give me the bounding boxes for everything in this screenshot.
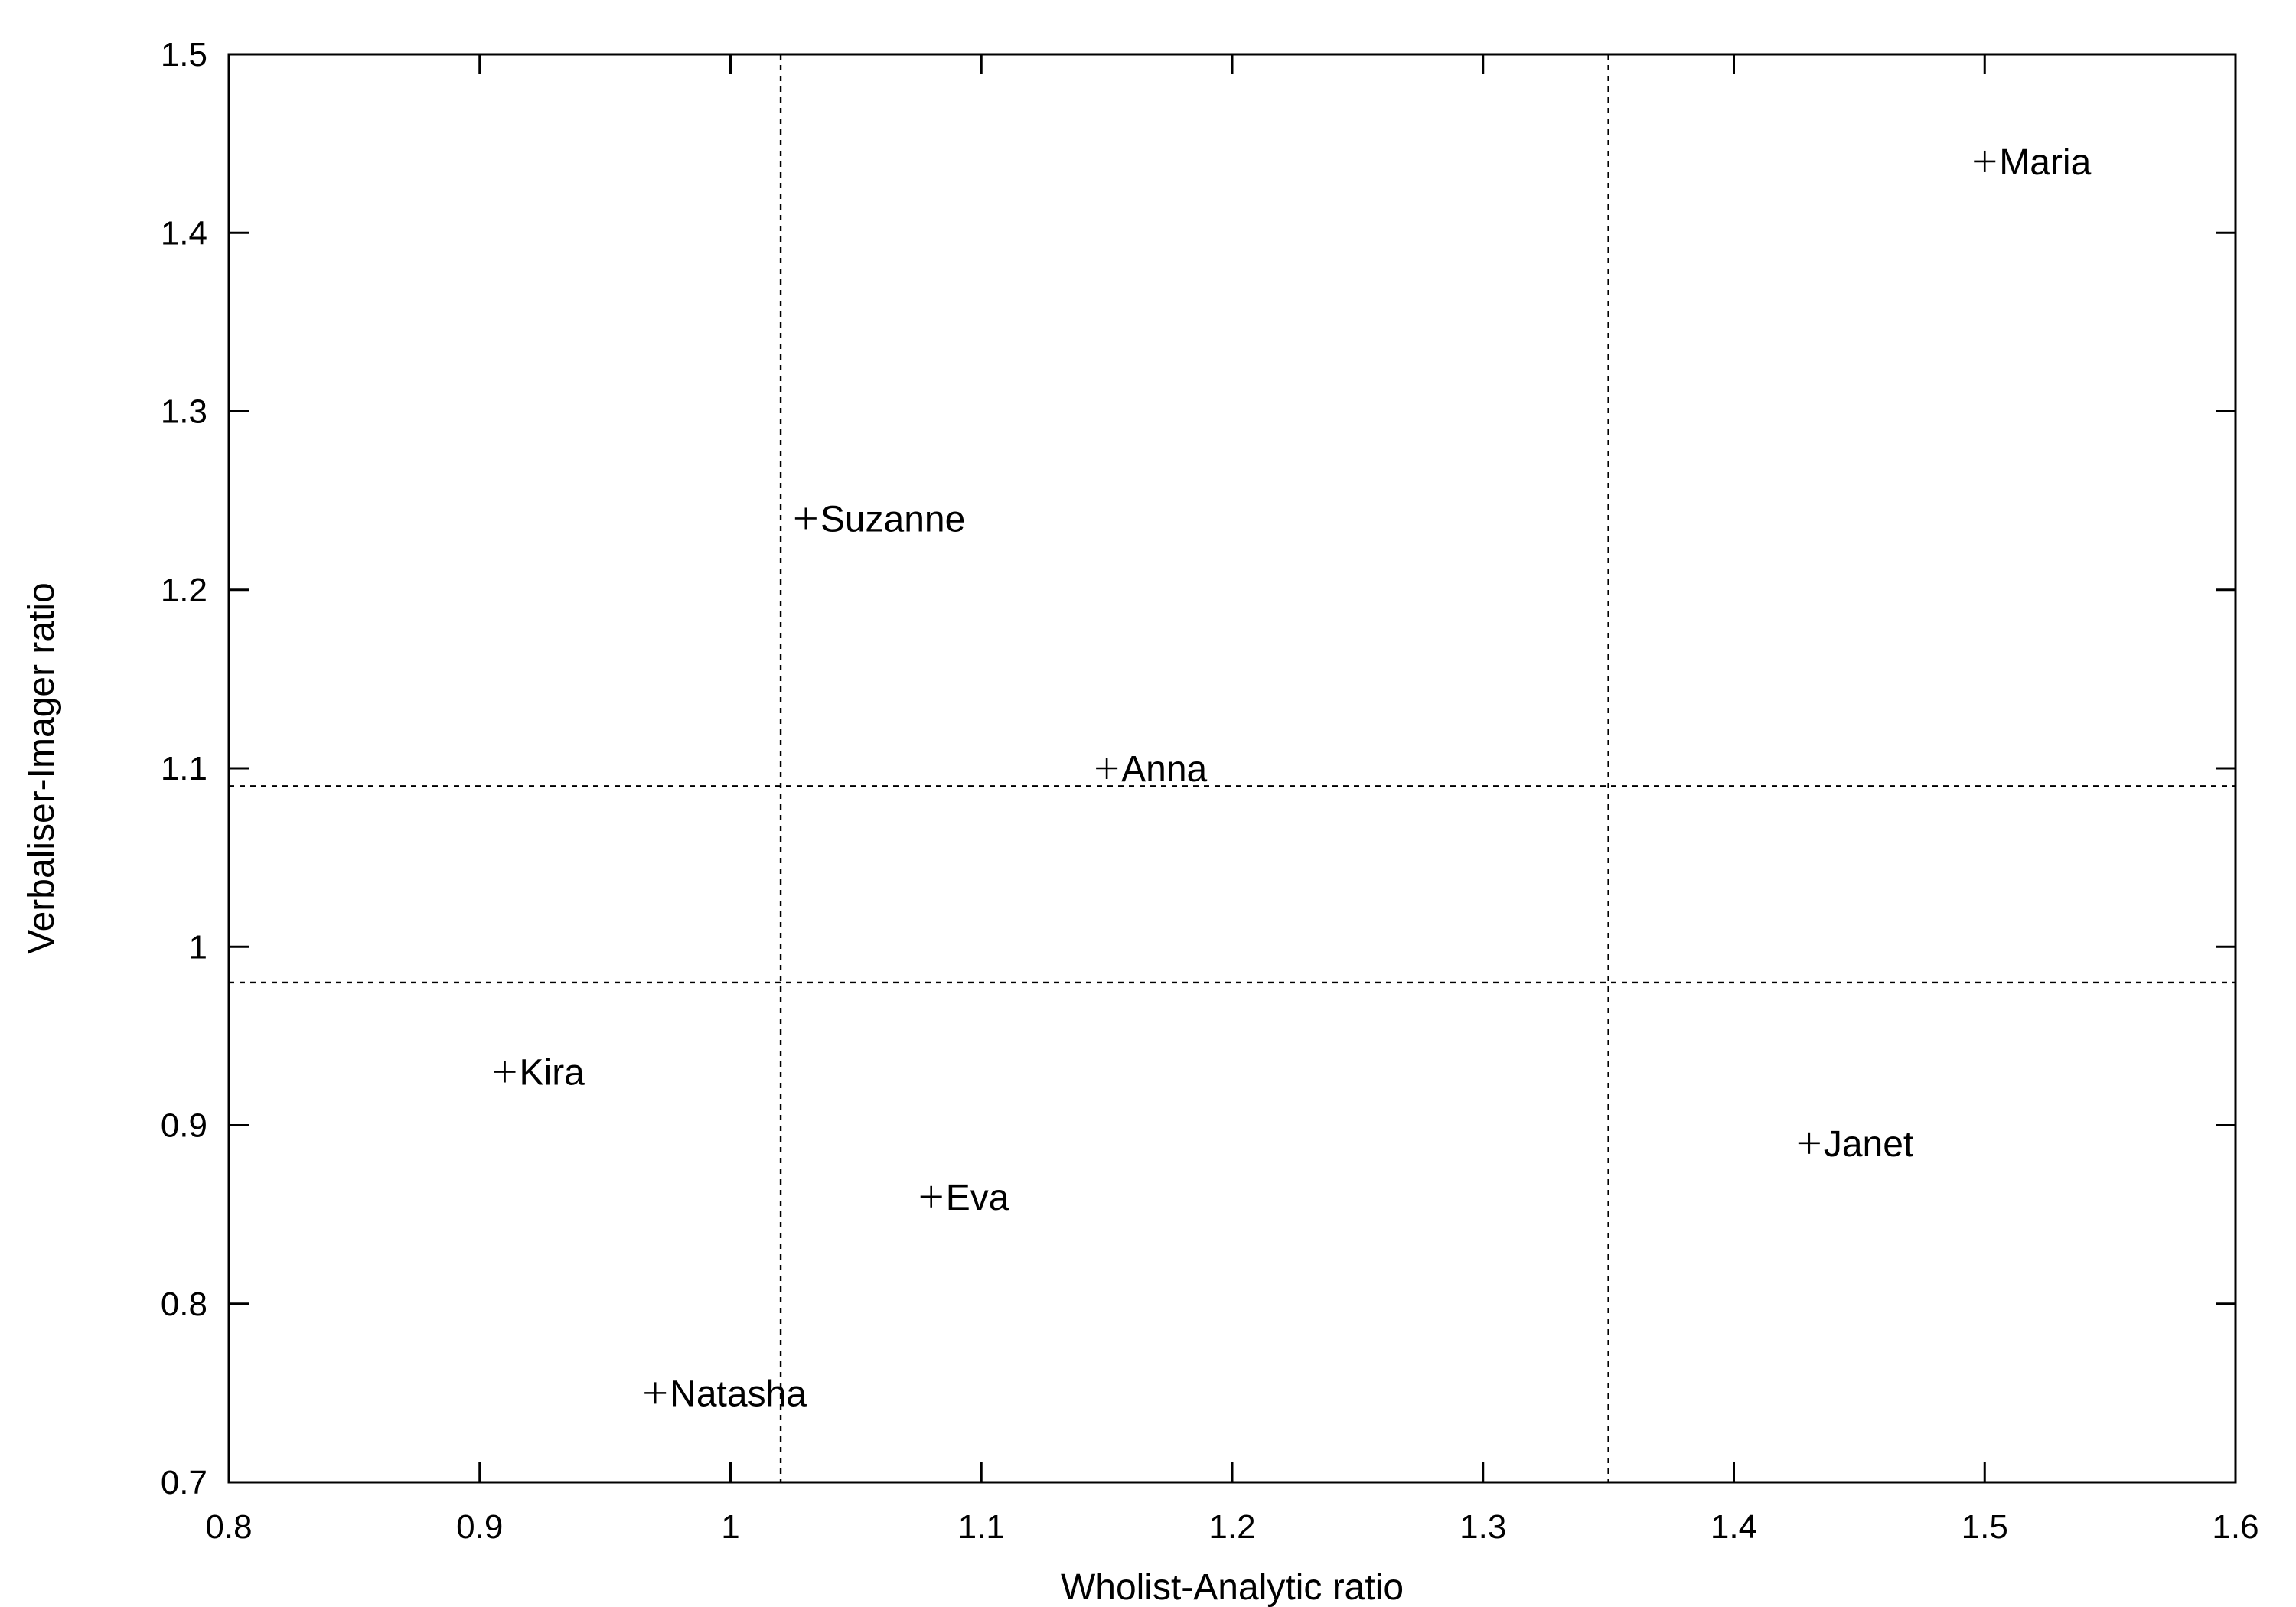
data-point-kira: Kira bbox=[494, 1053, 585, 1094]
y-tick-label: 1.5 bbox=[161, 36, 207, 73]
x-tick-label: 1 bbox=[721, 1508, 739, 1546]
reference-lines bbox=[229, 54, 2236, 1482]
y-tick-label: 0.8 bbox=[161, 1286, 207, 1323]
data-point-eva: Eva bbox=[920, 1178, 1009, 1218]
x-tick-label: 1.3 bbox=[1459, 1508, 1506, 1546]
x-tick-label: 1.2 bbox=[1208, 1508, 1255, 1546]
y-tick-label: 0.9 bbox=[161, 1107, 207, 1145]
y-tick-label: 0.7 bbox=[161, 1464, 207, 1501]
y-tick-label: 1 bbox=[189, 928, 207, 966]
point-label: Suzanne bbox=[820, 499, 966, 539]
y-tick-label: 1.2 bbox=[161, 572, 207, 609]
point-label: Janet bbox=[1824, 1124, 1913, 1165]
x-axis-title: Wholist-Analytic ratio bbox=[1061, 1567, 1404, 1607]
x-tick-label: 1.1 bbox=[958, 1508, 1005, 1546]
plot-frame bbox=[227, 53, 2237, 1484]
tick-labels: 0.8 0.9 1 1.1 1.2 1.3 1.4 1.5 1.6 0.7 0.8 0.9 1 1.1 1.… bbox=[161, 36, 2259, 1546]
y-tick-label: 1.4 bbox=[161, 214, 207, 252]
data-point-anna: Anna bbox=[1096, 749, 1208, 790]
x-tick-label: 1.4 bbox=[1711, 1508, 1757, 1546]
x-tick-label: 1.5 bbox=[1962, 1508, 2008, 1546]
point-label: Anna bbox=[1121, 749, 1207, 790]
y-tick-label: 1.1 bbox=[161, 750, 207, 787]
point-label: Kira bbox=[520, 1053, 585, 1094]
data-point-maria: Maria bbox=[1974, 142, 2092, 183]
x-tick-label: 0.8 bbox=[205, 1508, 252, 1546]
data-point-janet: Janet bbox=[1798, 1124, 1913, 1165]
y-tick-label: 1.3 bbox=[161, 393, 207, 431]
point-label: Natasha bbox=[670, 1374, 807, 1414]
point-label: Eva bbox=[946, 1178, 1009, 1218]
point-label: Maria bbox=[1999, 142, 2091, 183]
data-point-natasha: Natasha bbox=[644, 1374, 807, 1414]
data-point-suzanne: Suzanne bbox=[794, 499, 966, 539]
y-axis-title: Verbaliser-Imager ratio bbox=[21, 582, 62, 954]
axis-ticks bbox=[227, 53, 2237, 1484]
data-points: Maria Suzanne Anna Kira Janet Eva Natasha bbox=[494, 142, 2092, 1414]
x-tick-label: 1.6 bbox=[2212, 1508, 2258, 1546]
x-tick-label: 0.9 bbox=[456, 1508, 503, 1546]
